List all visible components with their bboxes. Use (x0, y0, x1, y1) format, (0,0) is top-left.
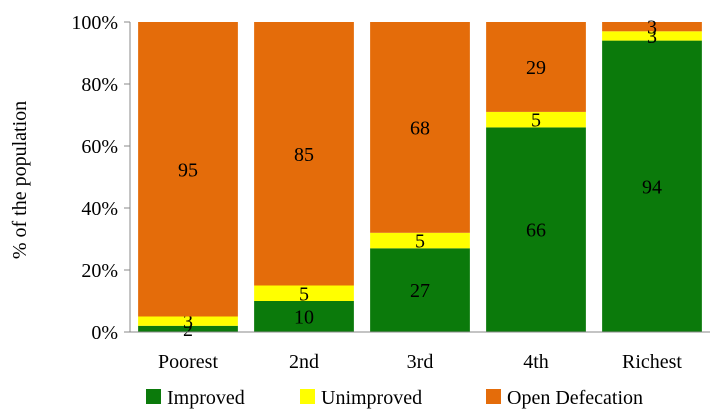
data-label: 85 (294, 144, 314, 166)
legend-swatch-improved (146, 389, 161, 404)
legend-label-improved: Improved (167, 387, 245, 409)
bar-segment-improved (138, 325, 238, 332)
data-label: 27 (410, 280, 430, 302)
x-tick-label: Richest (622, 351, 682, 373)
y-axis-ticks: 0% 20% 40% 60% 80% 100% (71, 12, 130, 344)
y-axis-title: % of the population (9, 101, 31, 259)
bar-segment-improved (602, 40, 702, 332)
data-label: 10 (294, 307, 314, 329)
legend-label-unimproved: Unimproved (321, 387, 422, 409)
bar-segment-improved (486, 127, 586, 333)
bar-segment-open-defecation (254, 22, 354, 286)
data-label: 2 (183, 319, 193, 341)
bar-segment-open-defecation (486, 22, 586, 112)
x-tick-label: 4th (523, 351, 549, 373)
y-tick-label: 0% (91, 322, 118, 344)
y-axis-title-group: % of the population (9, 101, 31, 259)
bar-segment-improved (370, 248, 470, 332)
bar-segment-open-defecation (370, 22, 470, 233)
legend: Improved Unimproved Open Defecation (146, 387, 643, 409)
bar-segment-unimproved (370, 232, 470, 249)
data-label: 68 (410, 117, 430, 139)
bar-segment-unimproved (602, 31, 702, 41)
bar-segment-unimproved (254, 285, 354, 301)
bar-segment-open-defecation (602, 22, 702, 32)
y-tick-label: 20% (81, 260, 118, 282)
data-label: 5 (299, 283, 309, 305)
x-tick-label: 2nd (289, 351, 319, 373)
y-tick-label: 40% (81, 198, 118, 220)
y-tick-label: 100% (71, 12, 118, 34)
y-tick-label: 60% (81, 136, 118, 158)
x-tick-label: Poorest (158, 351, 218, 373)
x-axis-tick-labels: Poorest 2nd 3rd 4th Richest (158, 351, 682, 373)
data-label: 5 (415, 231, 425, 253)
y-tick-label: 80% (81, 74, 118, 96)
legend-swatch-unimproved (300, 389, 315, 404)
x-tick-label: 3rd (407, 351, 434, 373)
data-label: 3 (647, 26, 657, 48)
data-label: 5 (531, 110, 541, 132)
bar-segment-improved (254, 301, 354, 332)
bar-segment-open-defecation (138, 22, 238, 317)
data-label: 66 (526, 220, 546, 242)
bar-segment-unimproved (138, 316, 238, 326)
data-label: 3 (647, 17, 657, 39)
legend-label-open-defecation: Open Defecation (507, 387, 643, 409)
data-label: 94 (642, 176, 662, 198)
bar-segment-unimproved (486, 111, 586, 128)
data-label: 95 (178, 159, 198, 181)
legend-swatch-open-defecation (486, 389, 501, 404)
data-label: 3 (183, 311, 193, 333)
data-label: 29 (526, 57, 546, 79)
